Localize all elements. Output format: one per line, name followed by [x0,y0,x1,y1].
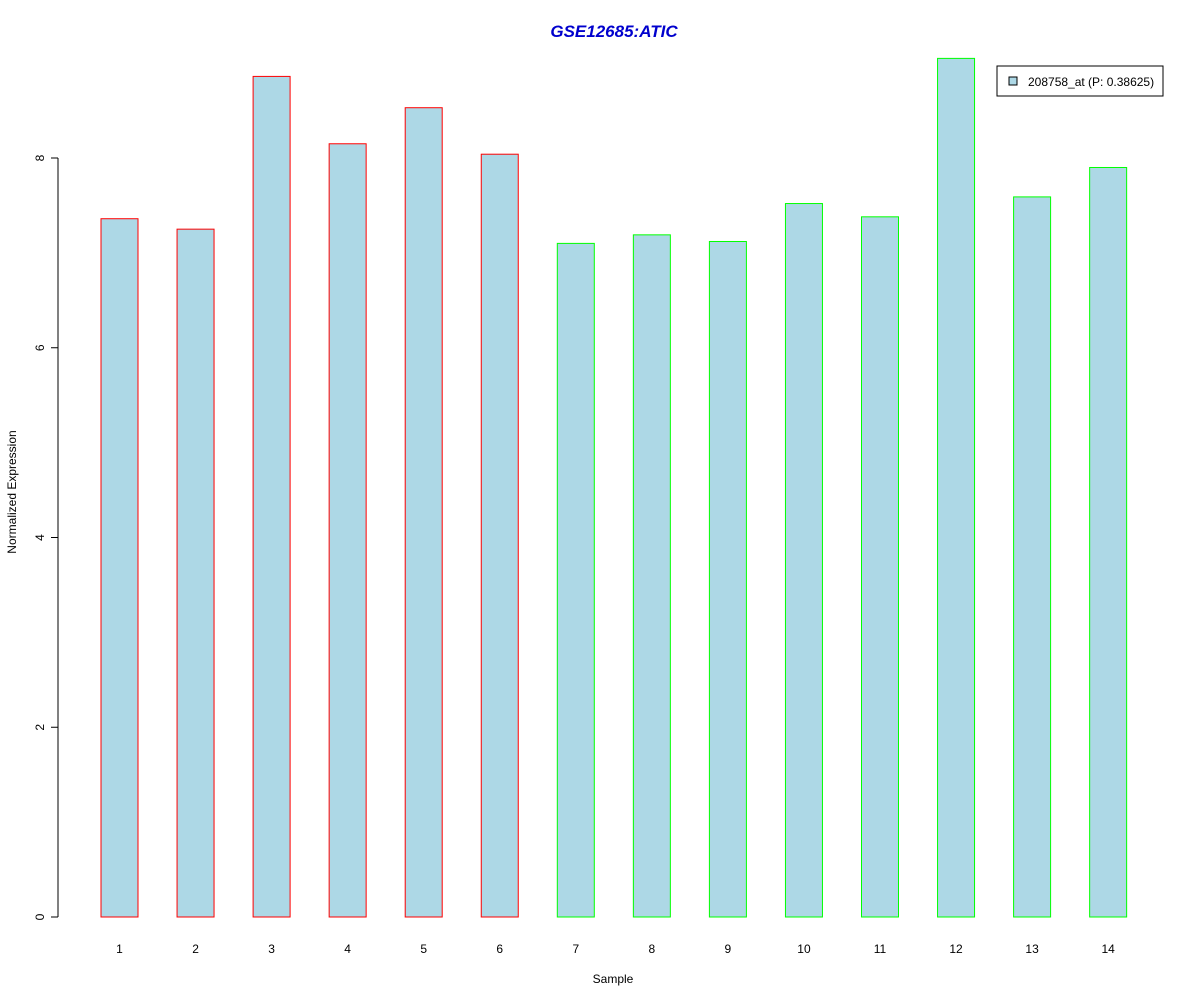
legend-box [996,65,1164,97]
bar-sample-2 [176,228,215,918]
legend-label: 208758_at (P: 0.38625) [1028,75,1154,89]
bar-sample-11 [861,216,899,918]
bar-sample-1 [100,218,139,918]
y-axis-label: Normalized Expression [5,430,19,553]
bar-sample-9 [708,240,747,918]
bar-sample-13 [1013,196,1052,918]
legend-swatch [1008,76,1018,86]
x-tick-label: 9 [725,942,732,956]
x-tick-label: 4 [344,942,351,956]
bar-sample-5 [404,107,443,918]
legend: 208758_at (P: 0.38625) [996,65,1164,97]
bar-sample-12 [937,57,976,918]
x-tick-label: 10 [797,942,811,956]
chart-title: GSE12685:ATIC [550,22,678,41]
bar-sample-4 [328,143,367,918]
x-tick-label: 2 [192,942,199,956]
x-tick-label: 6 [496,942,503,956]
x-axis-label: Sample [593,972,634,986]
bar-sample-6 [480,153,519,918]
y-tick-label: 2 [33,724,47,731]
y-axis-ticks: 0 2 4 6 8 [33,154,58,920]
bar-sample-7 [556,242,595,918]
x-tick-label: 11 [874,942,887,956]
x-tick-label: 5 [420,942,427,956]
bar-sample-10 [784,203,823,918]
bar-sample-14 [1089,166,1128,918]
y-tick-label: 4 [33,534,47,541]
x-tick-label: 8 [649,942,656,956]
x-tick-label: 13 [1025,942,1039,956]
bars [100,57,1128,918]
x-tick-label: 7 [572,942,579,956]
x-axis-tick-labels: 1 2 3 4 5 6 7 8 9 10 11 12 13 14 [116,942,1115,956]
x-tick-label: 12 [949,942,963,956]
y-tick-label: 6 [33,344,47,351]
bar-sample-3 [252,75,291,918]
x-tick-label: 3 [268,942,275,956]
x-tick-label: 1 [116,942,123,956]
x-tick-label: 14 [1101,942,1115,956]
bar-sample-8 [632,234,671,918]
y-tick-label: 0 [33,913,47,920]
y-tick-label: 8 [33,154,47,161]
